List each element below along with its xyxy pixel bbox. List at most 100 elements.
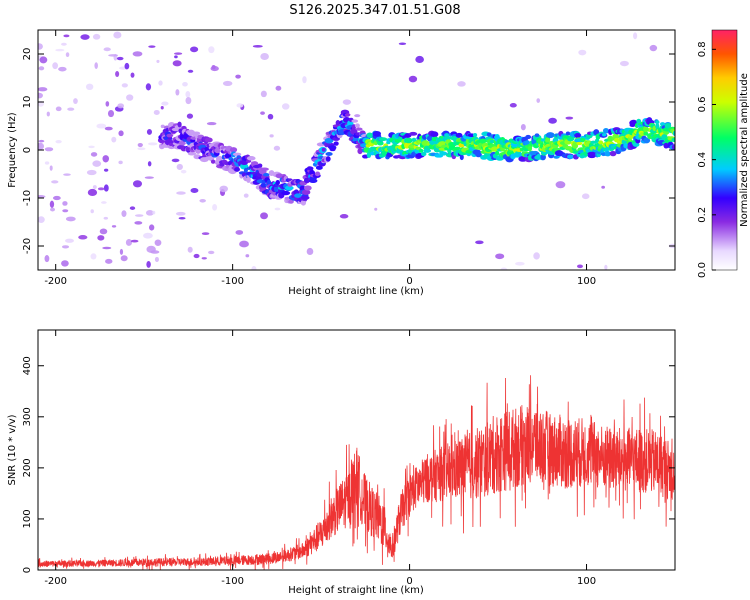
heat-cell [154, 256, 159, 263]
heat-cell [158, 80, 163, 86]
heat-cell [619, 60, 629, 67]
heat-cell [288, 199, 294, 204]
heat-cell [190, 188, 199, 193]
x-tick-label: -200 [44, 576, 67, 587]
heat-cell [354, 114, 361, 118]
heat-cell [38, 142, 45, 150]
heat-cell [65, 216, 76, 222]
heat-cell [65, 52, 70, 58]
heat-cell [49, 165, 53, 171]
x-tick-label: -100 [221, 576, 244, 587]
heat-cell [192, 131, 201, 135]
heat-cell [201, 232, 210, 236]
heat-cell [457, 81, 466, 87]
x-tick-label: 100 [577, 576, 596, 587]
heat-cell [111, 136, 117, 143]
heat-cell [160, 124, 165, 129]
heat-cell [612, 133, 619, 140]
heat-cell [300, 195, 310, 200]
heat-cell [161, 101, 169, 106]
heat-cell [325, 156, 331, 162]
heat-cell [315, 165, 323, 170]
heat-cell [378, 137, 388, 142]
heat-cell [475, 240, 484, 245]
snr-panel: -200 -100 0 100 0 100 200 300 400 Height of stra… [7, 329, 676, 596]
heat-cell [581, 193, 590, 200]
heat-cell [176, 163, 183, 170]
heat-cell [294, 193, 303, 198]
heat-cell [354, 123, 360, 128]
heat-cell [643, 131, 649, 136]
heat-cell [302, 76, 307, 84]
heat-cell [495, 253, 505, 260]
heat-cell [229, 147, 238, 153]
x-tick-label: 0 [406, 576, 412, 587]
heat-cell [38, 87, 48, 92]
heat-cell [73, 98, 78, 104]
heat-cell [580, 138, 586, 143]
heat-cell [101, 201, 107, 204]
snr-frame [37, 329, 676, 571]
heat-cell [545, 132, 555, 139]
heat-cell [105, 101, 110, 107]
heat-cell [344, 113, 351, 117]
heat-cell [178, 141, 186, 146]
heat-cell [62, 245, 70, 249]
heat-cell [115, 70, 120, 77]
spectrogram-xlabel: Height of straight line (km) [288, 286, 424, 297]
heat-cell [44, 147, 54, 152]
snr-series-line [38, 375, 675, 570]
heat-cell [94, 62, 98, 70]
heat-cell [301, 189, 311, 195]
heat-cell [126, 94, 134, 101]
heat-cell [174, 52, 183, 55]
heat-cell [210, 66, 219, 72]
heat-cell [663, 142, 669, 149]
heat-cell [172, 60, 182, 67]
heat-cell [103, 216, 109, 220]
heat-cell [38, 43, 43, 50]
heat-cell [58, 66, 67, 72]
heat-cell [121, 210, 127, 217]
heat-cell [129, 206, 136, 210]
heat-cell [479, 138, 487, 144]
heat-cell [92, 160, 102, 167]
heat-cell [137, 142, 143, 148]
heat-cell [214, 147, 221, 154]
heat-cell [602, 127, 610, 134]
heat-cell [475, 152, 482, 158]
heat-cell [97, 235, 105, 241]
y-tick-label: 100 [22, 509, 33, 528]
heat-cell [208, 46, 215, 54]
heat-cell [273, 145, 281, 151]
heat-cell [156, 59, 160, 63]
heat-cell [260, 52, 269, 61]
heat-cell [260, 182, 267, 188]
heat-cell [85, 83, 94, 91]
spectrogram-ylabel: Frequency (Hz) [7, 112, 18, 188]
heat-cell [564, 145, 573, 150]
heat-cell [51, 180, 59, 184]
heat-cell [232, 152, 242, 156]
heat-cell [121, 83, 128, 88]
heat-cell [235, 230, 244, 235]
snr-xlabel: Height of straight line (km) [288, 585, 424, 596]
spectrogram-cells [38, 31, 675, 270]
heat-cell [107, 109, 115, 118]
heat-cell [459, 154, 464, 161]
heat-cell [443, 135, 452, 141]
heat-cell [307, 166, 314, 171]
heat-cell [111, 225, 117, 228]
heat-cell [38, 92, 43, 99]
y-tick-label: 20 [22, 48, 33, 61]
heat-cell [187, 151, 197, 156]
heat-cell [90, 152, 98, 157]
heat-cell [147, 161, 152, 167]
heat-cell [357, 147, 363, 155]
colorbar [711, 29, 738, 271]
heat-cell [604, 264, 608, 270]
heat-cell [80, 34, 90, 40]
heat-cell [153, 109, 160, 116]
heat-cell [577, 264, 583, 269]
heat-cell [565, 116, 574, 120]
